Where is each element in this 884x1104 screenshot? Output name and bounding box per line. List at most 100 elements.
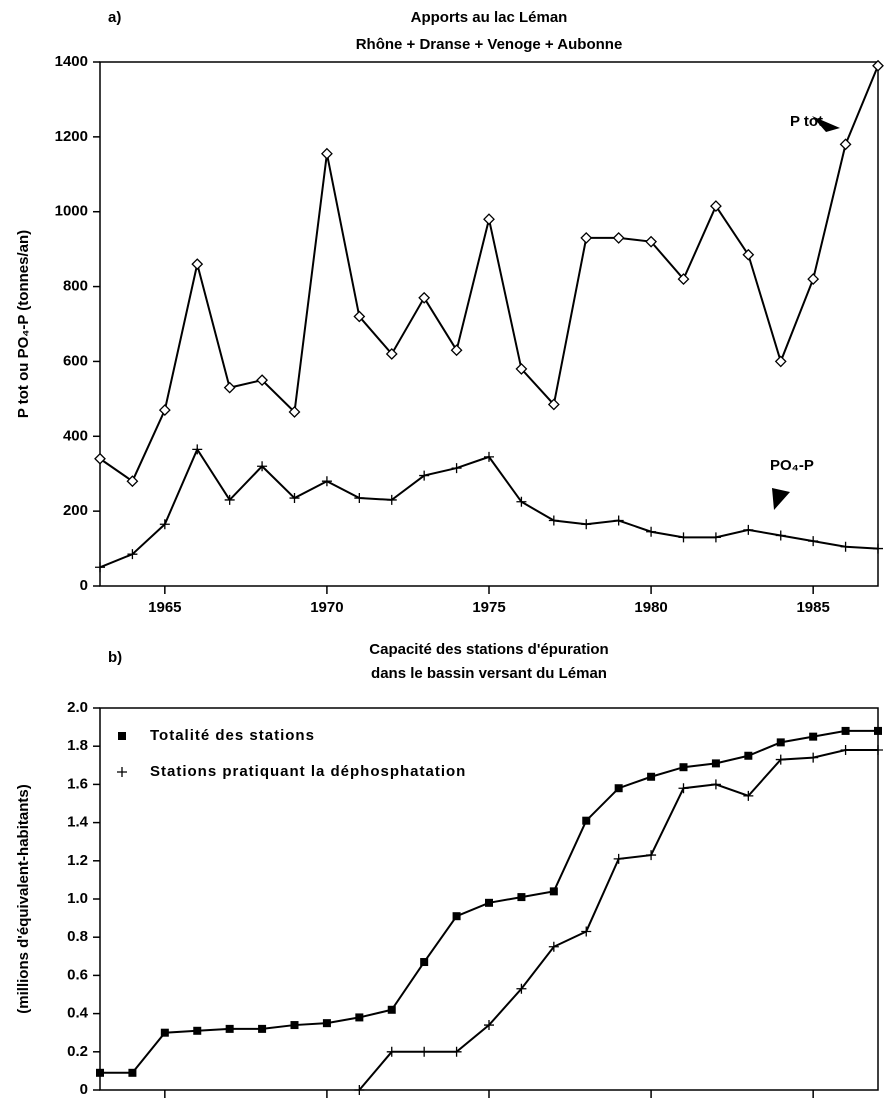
marker xyxy=(290,1021,299,1030)
y-tick-label: 1.6 xyxy=(67,775,88,792)
marker xyxy=(257,461,268,472)
marker xyxy=(485,898,493,907)
marker xyxy=(191,258,204,271)
y-tick-label: 0.8 xyxy=(67,928,88,945)
marker xyxy=(581,926,592,937)
marker xyxy=(774,355,787,368)
marker xyxy=(614,784,623,793)
marker xyxy=(126,475,139,488)
marker xyxy=(289,493,300,504)
y-tick-label: 1200 xyxy=(55,128,88,145)
x-tick-label: 1980 xyxy=(634,599,667,616)
marker xyxy=(96,1068,104,1077)
y-tick-label: 1.4 xyxy=(67,814,89,831)
marker xyxy=(484,1020,494,1031)
marker xyxy=(419,470,430,481)
y-tick-label: 0 xyxy=(80,1081,88,1098)
marker xyxy=(387,1005,396,1014)
marker xyxy=(386,1046,397,1057)
marker xyxy=(742,248,755,261)
chart-title: dans le bassin versant du Léman xyxy=(371,665,607,682)
marker xyxy=(516,496,527,507)
legend-label: Stations pratiquant la déphosphatation xyxy=(150,763,466,780)
plot-frame xyxy=(99,61,879,587)
marker xyxy=(710,779,721,790)
annotation: PO₄-P xyxy=(770,457,814,474)
marker xyxy=(581,519,592,530)
y-tick-label: 2.0 xyxy=(67,699,88,716)
marker xyxy=(808,536,819,547)
marker xyxy=(385,348,398,360)
marker xyxy=(582,816,591,825)
marker xyxy=(452,912,461,921)
marker xyxy=(873,745,883,756)
marker xyxy=(386,494,397,505)
y-tick-label: 1.0 xyxy=(67,890,88,907)
marker xyxy=(516,983,527,994)
marker xyxy=(160,1028,169,1037)
marker xyxy=(874,726,882,735)
x-tick-label: 1975 xyxy=(472,599,505,616)
marker xyxy=(775,530,786,541)
series-line xyxy=(99,447,879,569)
marker xyxy=(223,381,236,394)
marker xyxy=(839,138,852,151)
marker xyxy=(224,494,235,505)
marker xyxy=(192,444,203,455)
arrow xyxy=(772,488,790,510)
marker xyxy=(711,759,720,768)
marker xyxy=(225,1024,234,1033)
y-tick-label: 800 xyxy=(63,278,88,295)
marker xyxy=(809,732,818,741)
x-tick-label: 1970 xyxy=(310,599,343,616)
marker xyxy=(776,738,785,747)
y-tick-label: 200 xyxy=(63,502,88,519)
marker xyxy=(808,752,819,763)
y-tick-label: 1000 xyxy=(55,203,88,220)
marker xyxy=(451,463,462,474)
marker xyxy=(678,783,689,794)
y-tick-label: 0.6 xyxy=(67,966,88,983)
marker xyxy=(840,745,851,756)
marker xyxy=(678,532,689,543)
marker xyxy=(612,231,625,244)
marker xyxy=(484,451,494,462)
marker xyxy=(128,1068,137,1077)
y-tick-label: 600 xyxy=(63,352,88,369)
marker xyxy=(450,344,463,357)
marker xyxy=(158,404,171,417)
marker xyxy=(321,476,332,487)
chart-title: Capacité des stations d'épuration xyxy=(369,641,608,658)
y-tick-label: 1.8 xyxy=(67,737,88,754)
marker xyxy=(159,519,170,530)
marker xyxy=(548,515,559,526)
marker xyxy=(549,887,558,896)
marker xyxy=(353,310,366,323)
panel-label: a) xyxy=(108,9,121,26)
x-tick-label: 1970 xyxy=(310,1103,343,1104)
marker xyxy=(355,1013,364,1022)
marker xyxy=(807,273,820,286)
marker xyxy=(873,543,883,554)
annotation: P tot xyxy=(790,113,823,130)
marker xyxy=(95,562,105,573)
marker xyxy=(322,1019,331,1028)
y-tick-label: 1400 xyxy=(55,53,88,70)
x-tick-label: 1985 xyxy=(796,1103,829,1104)
legend-label: Totalité des stations xyxy=(150,727,315,744)
y-tick-label: 1.2 xyxy=(67,852,88,869)
marker xyxy=(320,147,333,160)
marker xyxy=(517,893,526,902)
y-tick-label: 400 xyxy=(63,427,88,444)
marker xyxy=(419,1046,430,1057)
marker xyxy=(841,726,850,735)
marker xyxy=(547,398,560,411)
chart-subtitle: Rhône + Dranse + Venoge + Aubonne xyxy=(356,36,623,53)
marker xyxy=(743,790,754,801)
marker xyxy=(483,213,495,226)
marker xyxy=(354,493,365,504)
x-tick-label: 1965 xyxy=(148,1103,181,1104)
marker xyxy=(709,200,722,213)
arrow xyxy=(812,116,840,132)
